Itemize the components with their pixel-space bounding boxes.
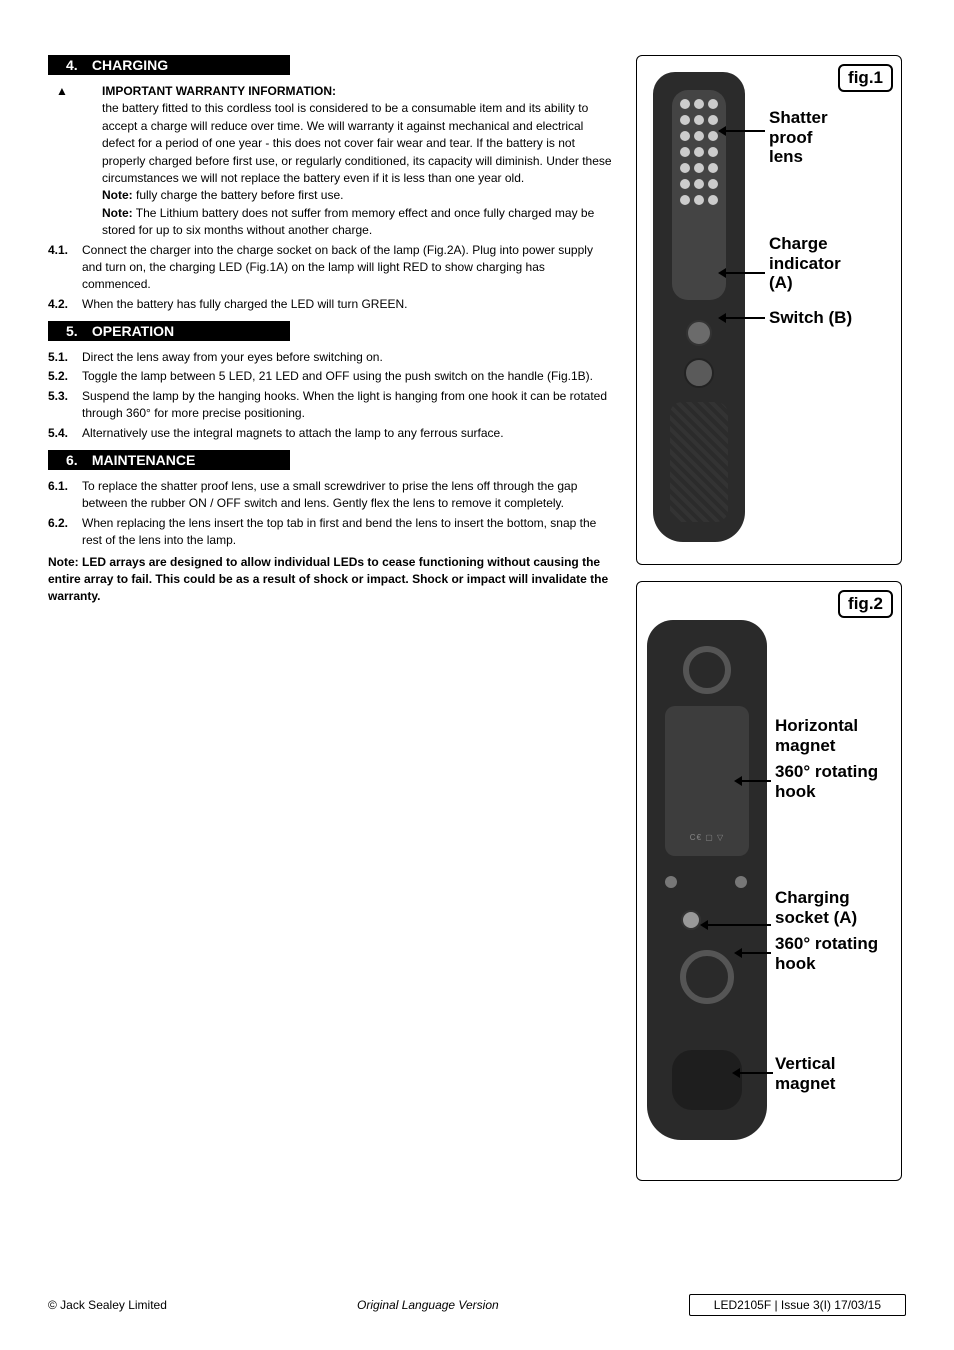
section-title: MAINTENANCE [92, 452, 195, 468]
leader-line [739, 1072, 773, 1074]
callout-lens: Shatter proof lens [769, 108, 828, 167]
section-num: 4. [66, 57, 88, 73]
leader-line [725, 317, 765, 319]
note-text: fully charge the battery before first us… [133, 188, 344, 202]
item-text: When replacing the lens insert the top t… [82, 515, 616, 550]
section-num: 5. [66, 323, 88, 339]
figure-2: fig.2 C€ ▢ ▽ Horizontal magnet 360 [636, 581, 902, 1181]
figure-1-content: Shatter proof lens Charge indicator (A) … [643, 72, 895, 542]
callout-switch: Switch (B) [769, 308, 852, 328]
back-hook-left [665, 876, 677, 888]
section-num: 6. [66, 452, 88, 468]
warning-icon: ▲ [48, 83, 80, 240]
leader-line [741, 780, 771, 782]
item-num: 5.2. [48, 368, 82, 385]
list-item: 5.3. Suspend the lamp by the hanging hoo… [48, 388, 616, 423]
item-num: 5.3. [48, 388, 82, 423]
item-num: 6.2. [48, 515, 82, 550]
warranty-block: ▲ IMPORTANT WARRANTY INFORMATION: the ba… [48, 83, 616, 240]
charging-socket [681, 910, 701, 930]
callout-hmagnet: Horizontal magnet [775, 716, 858, 755]
ce-markings: C€ ▢ ▽ [690, 833, 724, 842]
callout-hook1: 360° rotating hook [775, 762, 878, 801]
warranty-note1: Note: fully charge the battery before fi… [102, 187, 616, 204]
lamp-grip [670, 402, 728, 522]
figure-2-content: C€ ▢ ▽ Horizontal magnet 360° rotating h… [643, 620, 895, 1140]
switch-dot [684, 358, 714, 388]
list-item: 5.2. Toggle the lamp between 5 LED, 21 L… [48, 368, 616, 385]
callout-socket: Charging socket (A) [775, 888, 857, 927]
warranty-body: IMPORTANT WARRANTY INFORMATION: the batt… [80, 83, 616, 240]
item-text: Direct the lens away from your eyes befo… [82, 349, 616, 366]
led-grid [672, 90, 726, 208]
footer-docref: LED2105F | Issue 3(I) 17/03/15 [689, 1294, 906, 1316]
lamp-back-illustration: C€ ▢ ▽ [647, 620, 767, 1140]
charge-indicator-dot [686, 320, 712, 346]
main-columns: 4. CHARGING ▲ IMPORTANT WARRANTY INFORMA… [48, 55, 906, 1197]
item-text: Toggle the lamp between 5 LED, 21 LED an… [82, 368, 616, 385]
item-num: 5.1. [48, 349, 82, 366]
item-text: Suspend the lamp by the hanging hooks. W… [82, 388, 616, 423]
footer-copyright: © Jack Sealey Limited [48, 1298, 167, 1312]
page: 4. CHARGING ▲ IMPORTANT WARRANTY INFORMA… [0, 0, 954, 1350]
leader-line [725, 272, 765, 274]
back-top-hook [683, 646, 731, 694]
list-item: 6.2. When replacing the lens insert the … [48, 515, 616, 550]
section-title: OPERATION [92, 323, 174, 339]
led-array-note: Note: LED arrays are designed to allow i… [48, 554, 616, 606]
lamp-front-illustration [653, 72, 745, 542]
callout-indicator: Charge indicator (A) [769, 234, 841, 293]
figure-1: fig.1 [636, 55, 902, 565]
warranty-text: the battery fitted to this cordless tool… [102, 100, 616, 187]
list-item: 5.4. Alternatively use the integral magn… [48, 425, 616, 442]
section-header-operation: 5. OPERATION [48, 321, 290, 341]
section-header-charging: 4. CHARGING [48, 55, 290, 75]
page-footer: © Jack Sealey Limited Original Language … [48, 1294, 906, 1316]
section-header-maintenance: 6. MAINTENANCE [48, 450, 290, 470]
note-text: The Lithium battery does not suffer from… [102, 206, 594, 237]
note-label: Note: [102, 188, 133, 202]
callout-vmagnet: Vertical magnet [775, 1054, 836, 1093]
item-text: To replace the shatter proof lens, use a… [82, 478, 616, 513]
item-num: 6.1. [48, 478, 82, 513]
section-title: CHARGING [92, 57, 168, 73]
footer-version: Original Language Version [357, 1298, 499, 1312]
list-item: 6.1. To replace the shatter proof lens, … [48, 478, 616, 513]
warranty-note2: Note: The Lithium battery does not suffe… [102, 205, 616, 240]
left-column: 4. CHARGING ▲ IMPORTANT WARRANTY INFORMA… [48, 55, 616, 1197]
warranty-title: IMPORTANT WARRANTY INFORMATION: [102, 84, 336, 98]
item-num: 4.1. [48, 242, 82, 294]
note-label: Note: [102, 206, 133, 220]
list-item: 5.1. Direct the lens away from your eyes… [48, 349, 616, 366]
leader-line [741, 952, 771, 954]
item-text: When the battery has fully charged the L… [82, 296, 616, 313]
back-hook-right [735, 876, 747, 888]
leader-line [707, 924, 771, 926]
list-item: 4.1. Connect the charger into the charge… [48, 242, 616, 294]
figure-2-label: fig.2 [838, 590, 893, 618]
item-text: Connect the charger into the charge sock… [82, 242, 616, 294]
right-column: fig.1 [636, 55, 906, 1197]
leader-line [725, 130, 765, 132]
vertical-magnet [672, 1050, 742, 1110]
item-num: 5.4. [48, 425, 82, 442]
back-rotating-hook [680, 950, 734, 1004]
item-text: Alternatively use the integral magnets t… [82, 425, 616, 442]
list-item: 4.2. When the battery has fully charged … [48, 296, 616, 313]
callout-hook2: 360° rotating hook [775, 934, 878, 973]
item-num: 4.2. [48, 296, 82, 313]
